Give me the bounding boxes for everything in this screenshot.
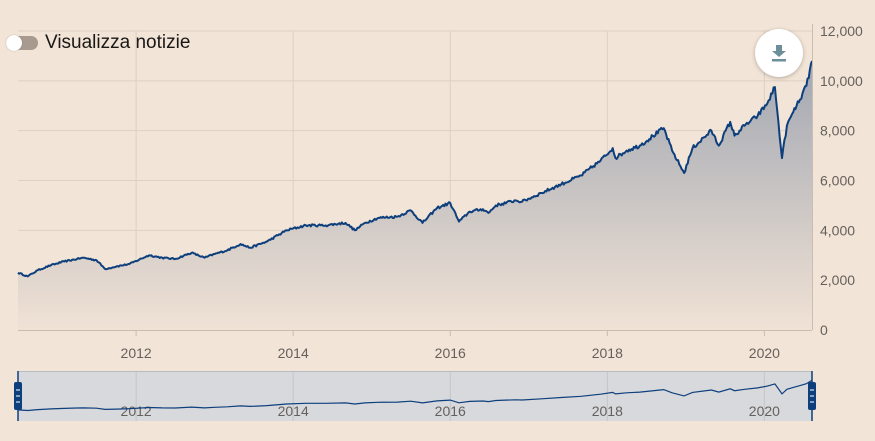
series-area [18,60,812,331]
y-tick-label: 10,000 [820,73,863,89]
navigator-tick-label: 2012 [121,403,152,419]
x-tick-label: 2012 [121,345,152,361]
x-tick-label: 2020 [749,345,780,361]
x-tick-label: 2014 [278,345,309,361]
toggle-knob [6,35,22,51]
y-tick-label: 6,000 [820,173,855,189]
navigator-handle-right[interactable] [808,371,816,421]
y-tick-label: 4,000 [820,222,855,238]
navigator-background[interactable] [18,371,812,421]
navigator-tick-label: 2016 [435,403,466,419]
news-toggle[interactable]: Visualizza notizie [6,32,190,54]
navigator-tick-label: 2018 [592,403,623,419]
line-layer [17,60,813,278]
area-layer [18,60,812,331]
y-tick-label: 2,000 [820,272,855,288]
download-button[interactable] [755,29,803,77]
navigator-series-line [17,379,813,412]
navigator-tick-label: 2020 [749,403,780,419]
x-tick-label: 2016 [435,345,466,361]
news-toggle-label: Visualizza notizie [45,32,191,53]
navigator[interactable]: 2012 2014 2016 2018 2020 [14,371,816,421]
y-tick-label: 8,000 [820,123,855,139]
x-axis: 2012 2014 2016 2018 2020 [18,330,812,361]
toggle-switch[interactable] [6,35,38,51]
y-axis: 0 2,000 4,000 6,000 8,000 10,000 12,000 [812,23,863,338]
series-line [17,60,813,278]
navigator-handle-left[interactable] [14,371,22,421]
download-icon [772,45,786,62]
navigator-tick-label: 2014 [278,403,309,419]
x-tick-label: 2018 [592,345,623,361]
y-tick-label: 0 [820,322,828,338]
y-tick-label: 12,000 [820,23,863,39]
